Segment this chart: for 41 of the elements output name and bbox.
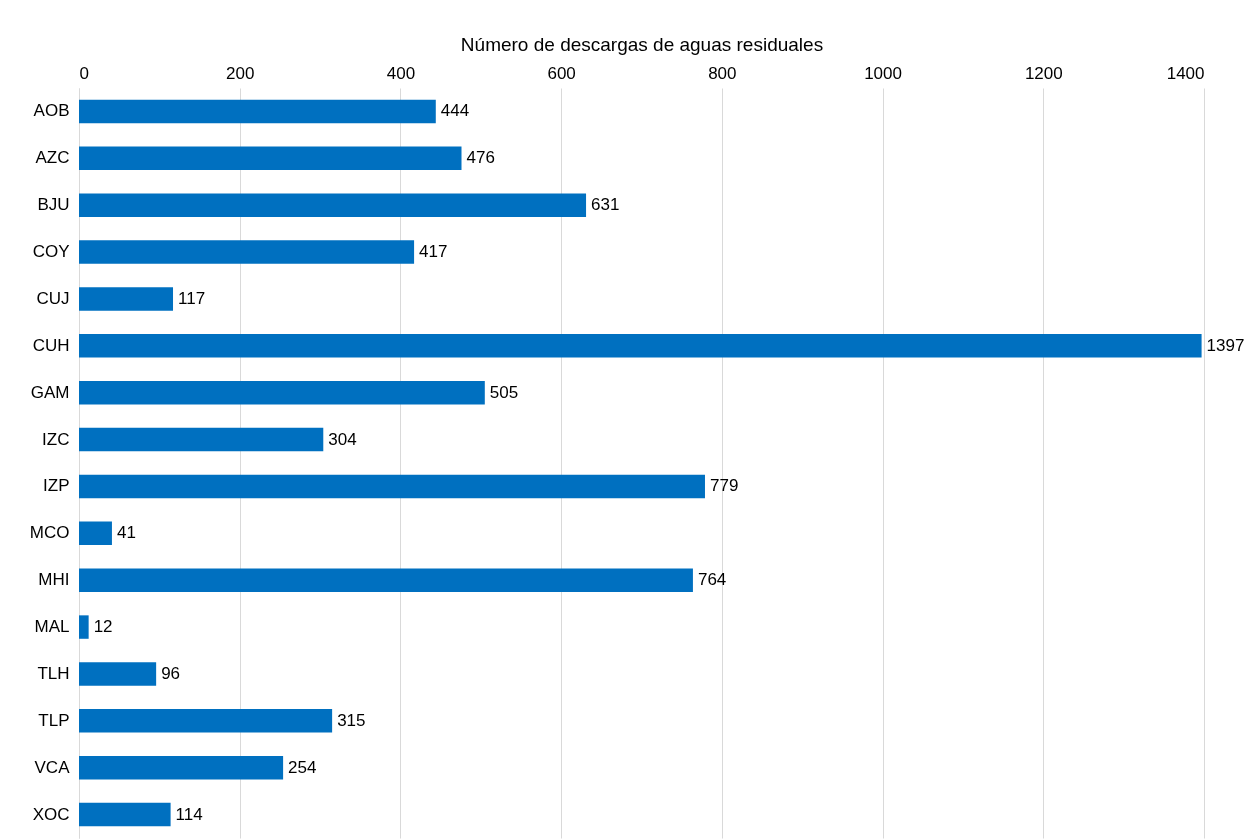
data-label: 779 xyxy=(709,476,739,496)
y-tick-label: IZP xyxy=(43,476,70,496)
x-tick-label: 1000 xyxy=(864,63,902,83)
data-label: 315 xyxy=(337,710,366,730)
y-tick-label: VCA xyxy=(34,757,71,777)
y-tick-label: MAL xyxy=(34,617,70,637)
data-label: 631 xyxy=(591,195,620,215)
y-tick-label: GAM xyxy=(30,382,70,402)
data-label: 117 xyxy=(178,288,206,308)
x-tick-label: 800 xyxy=(708,63,737,83)
data-label: 505 xyxy=(489,382,519,402)
data-label: 444 xyxy=(440,101,470,121)
y-tick-label: AOB xyxy=(33,101,70,121)
data-label: 304 xyxy=(328,429,357,449)
y-tick-label: XOC xyxy=(32,804,70,824)
y-tick-label: CUH xyxy=(32,335,70,355)
data-label: 41 xyxy=(116,523,136,543)
data-label: 12 xyxy=(93,617,113,637)
y-tick-label: CUJ xyxy=(36,288,70,308)
data-label: 114 xyxy=(175,804,203,824)
x-tick-label: 1400 xyxy=(1166,63,1205,83)
data-label: 1397 xyxy=(1206,335,1245,355)
x-tick-label: 0 xyxy=(79,63,89,83)
y-tick-label: TLH xyxy=(37,663,70,683)
x-tick-label: 600 xyxy=(547,63,576,83)
y-tick-label: AZC xyxy=(35,148,70,168)
y-tick-label: BJU xyxy=(37,195,70,215)
data-label: 764 xyxy=(697,570,727,590)
y-tick-label: MHI xyxy=(38,570,70,590)
y-tick-label: MCO xyxy=(29,523,70,543)
x-tick-label: 1200 xyxy=(1024,63,1063,83)
x-axis-title: Número de descargas de aguas residuales xyxy=(460,33,824,55)
y-tick-label: COY xyxy=(32,242,70,262)
data-label: 96 xyxy=(161,663,181,683)
data-label: 417 xyxy=(419,242,448,262)
y-tick-label: TLP xyxy=(38,710,70,730)
y-tick-label: IZC xyxy=(42,429,70,449)
data-label: 254 xyxy=(288,757,317,777)
data-label: 476 xyxy=(466,148,495,168)
x-tick-label: 400 xyxy=(386,63,416,83)
x-tick-label: 200 xyxy=(226,63,255,83)
